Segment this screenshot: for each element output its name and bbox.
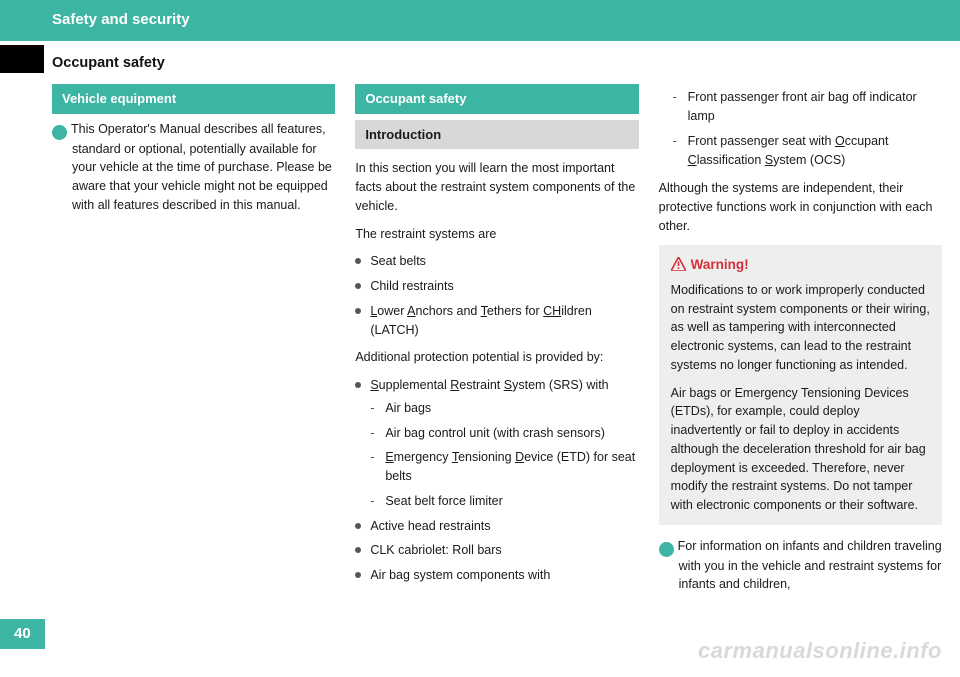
page-subheader: Occupant safety [0,41,960,85]
info-icon: i [659,542,674,557]
list-item: Air bags [370,399,638,418]
section-vehicle-equipment: Vehicle equipment [52,84,335,114]
intro-paragraph-3: Additional protection potential is provi… [355,348,638,367]
section-occupant-safety: Occupant safety [355,84,638,114]
list-item: Air bag system components with [355,566,638,585]
independence-paragraph: Although the systems are independent, th… [659,179,942,235]
warning-paragraph-2: Air bags or Emergency Tensioning Devices… [671,384,930,515]
column-3: Front passenger front air bag off indica… [659,84,942,604]
list-item: Supplemental Restraint System (SRS) with… [355,376,638,511]
page-number: 40 [0,619,45,650]
info-text: For information on infants and children … [678,539,942,592]
list-item: Air bag control unit (with crash sensors… [370,424,638,443]
list-item: CLK cabriolet: Roll bars [355,541,638,560]
list-item: Child restraints [355,277,638,296]
tab-marker [0,45,44,73]
column-1: Vehicle equipment i This Operator's Manua… [52,84,335,604]
list-item: Lower Anchors and Tethers for CHildren (… [355,302,638,340]
content-columns: Vehicle equipment i This Operator's Manua… [0,84,960,604]
info-paragraph-bottom: i For information on infants and children… [659,537,942,594]
srs-sublist: Air bags Air bag control unit (with cras… [370,399,638,511]
warning-box: Warning! Modifications to or work improp… [659,245,942,525]
info-paragraph: i This Operator's Manual describes all fe… [52,120,335,215]
restraint-list: Seat belts Child restraints Lower Anchor… [355,252,638,339]
column-2: Occupant safety Introduction In this sec… [355,84,638,604]
warning-icon [671,257,686,271]
intro-paragraph-1: In this section you will learn the most … [355,159,638,215]
protection-list: Supplemental Restraint System (SRS) with… [355,376,638,585]
list-item: Seat belts [355,252,638,271]
list-item: Seat belt force limiter [370,492,638,511]
warning-title: Warning! [671,255,930,275]
info-text: This Operator's Manual describes all fea… [71,122,332,212]
info-icon: i [52,125,67,140]
warning-paragraph-1: Modifications to or work improperly cond… [671,281,930,375]
subsection-introduction: Introduction [355,120,638,150]
list-item: Emergency Tensioning Device (ETD) for se… [370,448,638,486]
list-item: Active head restraints [355,517,638,536]
list-item: Front passenger front air bag off indica… [673,88,942,126]
list-item: Front passenger seat with Occupant Class… [673,132,942,170]
intro-paragraph-2: The restraint systems are [355,225,638,244]
page-header: Safety and security [0,0,960,41]
watermark: carmanualsonline.info [698,634,942,667]
airbag-components-list: Front passenger front air bag off indica… [673,88,942,169]
